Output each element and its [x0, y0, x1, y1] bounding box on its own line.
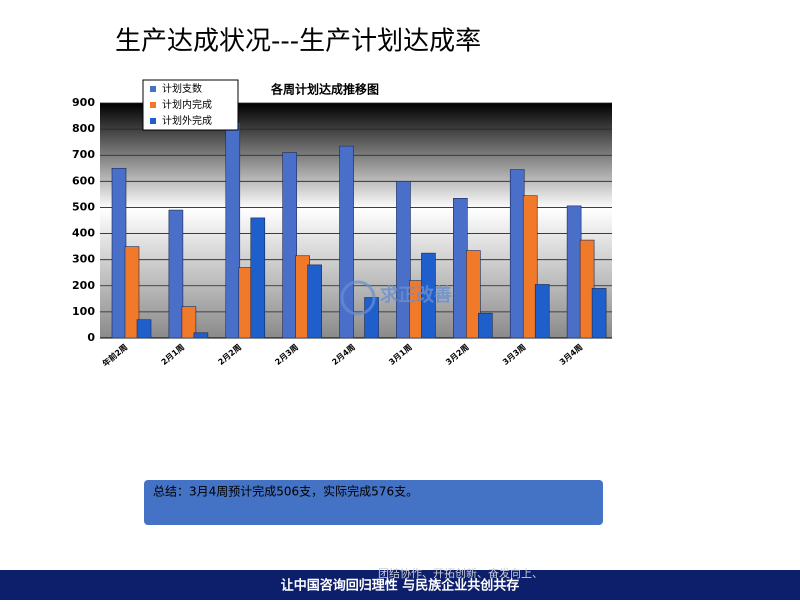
bar	[364, 297, 379, 339]
x-tick-label: 3月4周	[558, 343, 585, 367]
legend-swatch	[150, 86, 156, 92]
watermark: 求正改善	[380, 284, 452, 306]
legend-box	[142, 79, 239, 131]
bar	[282, 152, 297, 339]
legend-swatch	[150, 102, 156, 108]
bar	[136, 319, 152, 339]
legend-swatch	[150, 118, 156, 124]
bar	[466, 250, 481, 339]
x-tick-label: 3月1周	[387, 343, 414, 367]
legend-label: 计划内完成	[162, 98, 212, 111]
bar	[421, 252, 436, 339]
bar	[225, 122, 241, 339]
y-tick-label: 300	[72, 253, 95, 266]
bar	[509, 169, 525, 339]
y-tick-label: 800	[72, 122, 95, 135]
x-tick-label: 2月2周	[217, 343, 244, 367]
x-tick-label: 年前2周	[100, 342, 129, 369]
bar	[478, 312, 493, 339]
bar	[566, 205, 582, 339]
bar	[453, 198, 468, 339]
bar	[591, 288, 607, 339]
bar	[534, 284, 550, 339]
y-tick-label: 200	[72, 279, 95, 292]
bar	[181, 306, 197, 339]
y-tick-label: 0	[87, 331, 95, 344]
y-tick-label: 100	[72, 305, 95, 318]
bar	[250, 217, 266, 339]
bar	[124, 246, 140, 339]
x-tick-label: 2月3周	[273, 343, 300, 367]
x-tick-label: 2月4周	[330, 343, 357, 367]
page-title: 生产达成状况---生产计划达成率	[115, 27, 481, 57]
motto: 团结协作、开拓创新、奋发向上、	[378, 566, 543, 580]
legend-label: 计划支数	[162, 82, 202, 95]
bar	[396, 181, 411, 339]
y-tick-label: 600	[72, 174, 95, 187]
bar	[307, 264, 322, 339]
y-tick-label: 500	[72, 200, 95, 213]
bar	[168, 209, 184, 339]
chart: 0 100 200 300 400 500 600 700 800 900 年前2周 2月1周 2月2周…	[72, 79, 612, 369]
summary-text: 总结：3月4周预计完成506支，实际完成576支。	[153, 484, 418, 499]
summary-box	[144, 480, 603, 525]
y-tick-label: 700	[72, 148, 95, 161]
x-tick-label: 2月1周	[160, 343, 187, 367]
footer-bar	[0, 570, 800, 600]
footer-text: 让中国咨询回归理性 与民族企业共创共存	[281, 578, 520, 594]
bar	[193, 332, 209, 339]
bar	[522, 195, 538, 339]
y-tick-label: 900	[72, 96, 95, 109]
x-tick-label: 3月2周	[444, 343, 471, 367]
chart-title: 各周计划达成推移图	[270, 82, 379, 97]
legend-label: 计划外完成	[162, 114, 212, 127]
bar	[111, 167, 127, 339]
x-tick-label: 3月3周	[501, 343, 528, 367]
watermark-logo	[340, 280, 376, 316]
y-tick-label: 400	[72, 227, 95, 240]
